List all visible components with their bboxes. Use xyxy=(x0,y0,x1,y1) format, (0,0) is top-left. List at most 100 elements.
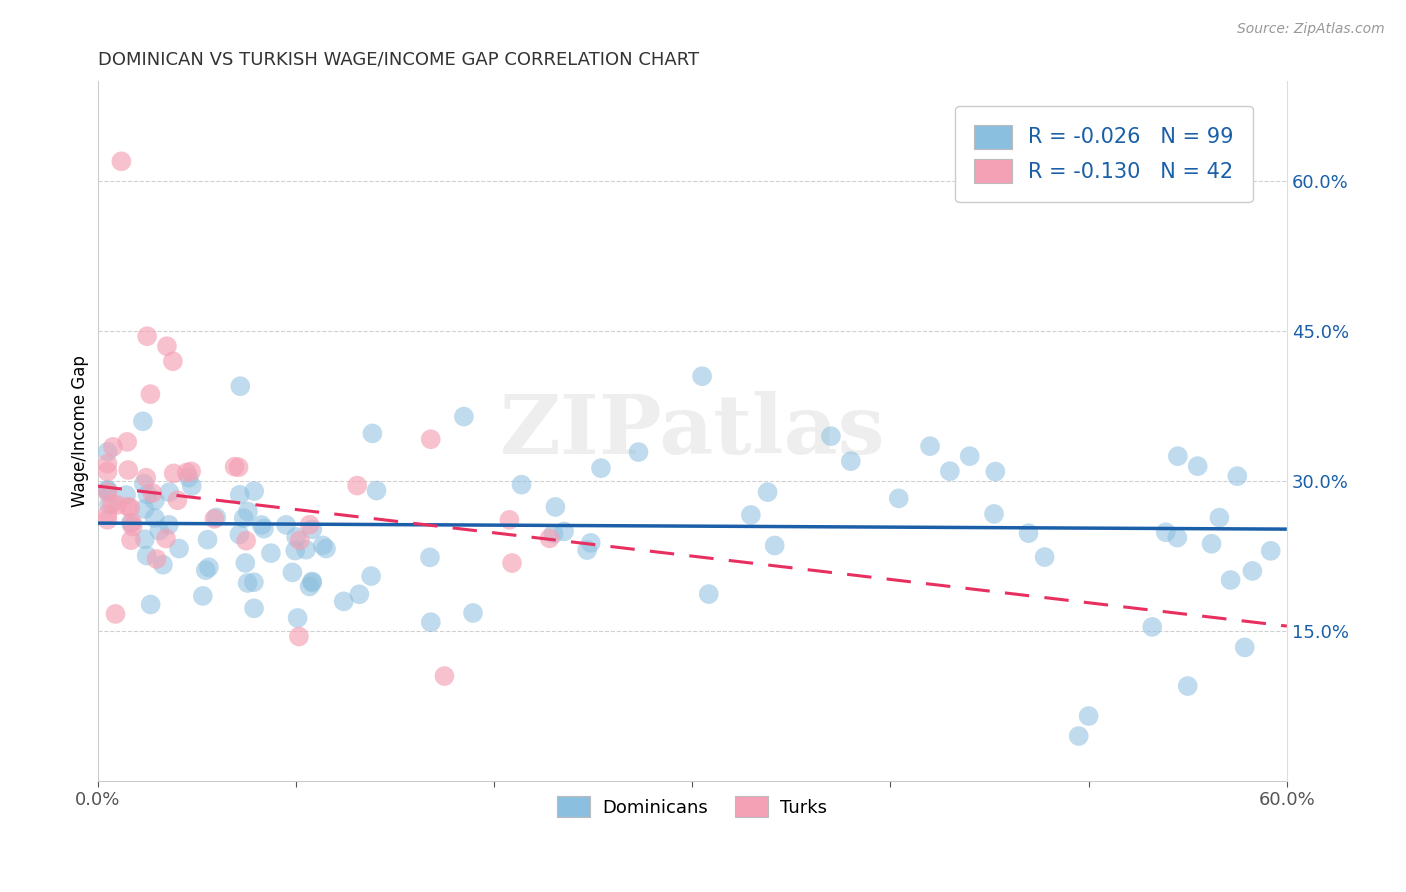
Point xyxy=(553,524,575,539)
Point xyxy=(501,556,523,570)
Point xyxy=(361,426,384,441)
Point xyxy=(1187,459,1209,474)
Point xyxy=(136,329,159,343)
Point xyxy=(139,598,162,612)
Point xyxy=(148,524,170,538)
Point xyxy=(117,500,139,514)
Point xyxy=(115,434,138,449)
Point xyxy=(419,432,441,446)
Point xyxy=(96,483,118,498)
Point xyxy=(96,483,118,497)
Point xyxy=(984,465,1007,479)
Point xyxy=(274,517,297,532)
Point xyxy=(579,536,602,550)
Point xyxy=(243,484,266,499)
Point xyxy=(236,504,259,518)
Text: Source: ZipAtlas.com: Source: ZipAtlas.com xyxy=(1237,22,1385,37)
Point xyxy=(1018,526,1040,541)
Point xyxy=(740,508,762,522)
Point xyxy=(285,530,308,544)
Point xyxy=(228,527,250,541)
Point xyxy=(143,511,166,525)
Point xyxy=(136,487,159,501)
Point xyxy=(121,516,143,530)
Point xyxy=(453,409,475,424)
Point xyxy=(228,460,250,475)
Point xyxy=(135,471,157,485)
Point xyxy=(1208,510,1230,524)
Point xyxy=(419,550,441,565)
Point xyxy=(110,154,132,169)
Point xyxy=(295,542,318,557)
Point xyxy=(117,463,139,477)
Point xyxy=(498,513,520,527)
Point xyxy=(346,478,368,492)
Point xyxy=(301,575,323,590)
Point xyxy=(229,488,252,502)
Point xyxy=(120,516,142,530)
Point xyxy=(1033,550,1056,565)
Point xyxy=(1166,531,1188,545)
Text: DOMINICAN VS TURKISH WAGE/INCOME GAP CORRELATION CHART: DOMINICAN VS TURKISH WAGE/INCOME GAP COR… xyxy=(97,51,699,69)
Point xyxy=(162,354,184,368)
Point xyxy=(177,470,200,484)
Point xyxy=(155,532,177,546)
Point xyxy=(96,457,118,471)
Point xyxy=(461,606,484,620)
Point xyxy=(141,486,163,500)
Point xyxy=(281,566,304,580)
Point xyxy=(1142,620,1164,634)
Point xyxy=(115,488,138,502)
Point xyxy=(101,497,124,511)
Point xyxy=(120,533,142,548)
Point xyxy=(96,485,118,500)
Point xyxy=(983,507,1005,521)
Point xyxy=(233,556,256,570)
Point xyxy=(1226,469,1249,483)
Point xyxy=(510,477,533,491)
Point xyxy=(145,552,167,566)
Point xyxy=(157,517,180,532)
Point xyxy=(284,543,307,558)
Point xyxy=(243,575,266,590)
Point xyxy=(104,607,127,621)
Point xyxy=(433,669,456,683)
Point xyxy=(939,464,962,478)
Legend: Dominicans, Turks: Dominicans, Turks xyxy=(550,789,835,824)
Point xyxy=(152,558,174,572)
Point xyxy=(232,511,254,525)
Point xyxy=(1201,537,1223,551)
Point xyxy=(176,466,198,480)
Point xyxy=(763,539,786,553)
Point xyxy=(101,440,124,454)
Point xyxy=(959,449,981,463)
Point xyxy=(243,601,266,615)
Point xyxy=(918,439,941,453)
Point xyxy=(236,576,259,591)
Point xyxy=(139,387,162,401)
Point xyxy=(235,533,257,548)
Point xyxy=(205,510,228,524)
Point xyxy=(312,538,335,552)
Point xyxy=(167,541,190,556)
Point xyxy=(543,526,565,541)
Point xyxy=(198,560,221,574)
Point xyxy=(690,369,713,384)
Point xyxy=(301,522,323,536)
Point xyxy=(163,467,186,481)
Point xyxy=(134,502,156,516)
Point xyxy=(1067,729,1090,743)
Point xyxy=(839,454,862,468)
Point xyxy=(360,569,382,583)
Point xyxy=(288,533,311,548)
Point xyxy=(120,500,142,515)
Point xyxy=(121,519,143,533)
Point xyxy=(315,541,337,556)
Point xyxy=(250,518,273,533)
Point xyxy=(820,429,842,443)
Point xyxy=(253,522,276,536)
Point xyxy=(96,513,118,527)
Point xyxy=(298,579,321,593)
Point xyxy=(260,546,283,560)
Point xyxy=(1077,709,1099,723)
